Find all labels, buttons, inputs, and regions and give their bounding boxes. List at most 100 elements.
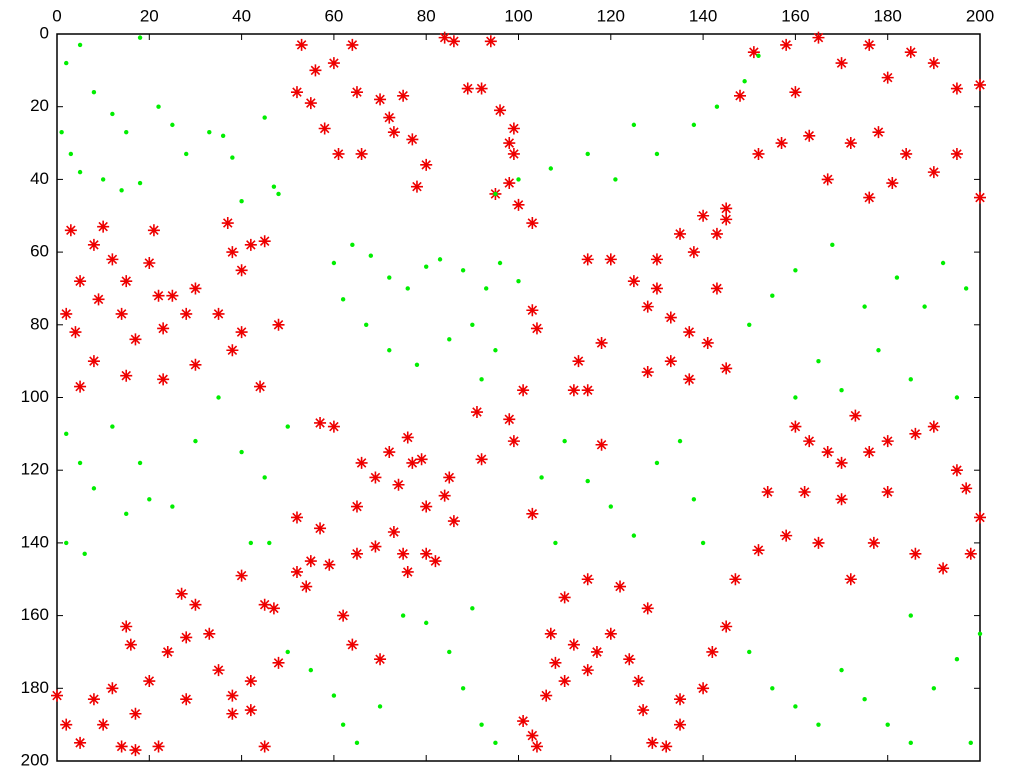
asterisk-point [212,307,225,320]
x-tick-label: 120 [597,6,625,25]
asterisk-point [734,89,747,102]
dot-point [354,740,360,746]
asterisk-point [821,173,834,186]
dot-point [516,278,521,284]
asterisk-point [697,682,710,695]
dot-point [654,460,660,466]
asterisk-point [443,471,456,484]
asterisk-point [87,355,100,368]
asterisk-point [189,358,202,371]
asterisk-point [849,409,862,422]
asterisk-point [558,675,571,688]
asterisk-point [115,307,128,320]
x-tick-label: 60 [324,6,343,25]
asterisk-point [350,86,363,99]
y-tick-label: 100 [21,387,49,406]
asterisk-point [674,693,687,706]
asterisk-point [567,638,580,651]
dot-point [483,286,489,291]
dot-point [424,620,429,626]
asterisk-point [881,71,894,84]
dot-point [137,35,143,40]
asterisk-point [844,137,857,150]
x-tick-label: 140 [689,6,717,25]
asterisk-point [60,307,73,320]
asterisk-point [507,147,520,160]
dot-point [894,275,900,280]
asterisk-point [512,198,525,211]
asterisk-point [406,133,419,146]
asterisk-point [383,446,396,459]
x-tick-label: 160 [781,6,809,25]
asterisk-point [304,555,317,568]
asterisk-point [369,540,382,553]
dot-point [387,275,392,280]
dot-point [470,606,475,611]
dot-point [747,649,752,655]
dot-point [77,169,83,175]
asterisk-point [387,525,400,538]
asterisk-point [420,547,433,560]
dot-point [64,60,69,66]
asterisk-point [420,500,433,513]
dot-point [64,540,69,546]
dot-point [977,631,983,636]
dot-point [377,704,383,709]
asterisk-point [97,718,110,731]
asterisk-point [355,456,368,469]
dot-point [91,89,97,95]
dot-point [493,348,498,353]
asterisk-point [309,64,322,77]
x-tick-label: 0 [52,6,61,25]
y-tick-label: 160 [21,605,49,624]
asterisk-point [369,471,382,484]
asterisk-point [304,97,317,110]
asterisk-point [863,38,876,51]
asterisk-point [152,289,165,302]
asterisk-point [475,453,488,466]
dot-point [885,722,890,727]
dot-point [220,133,226,138]
dot-point [714,104,720,109]
asterisk-point [526,729,539,742]
dot-point [908,740,913,746]
asterisk-point [212,664,225,677]
asterisk-point [595,438,608,451]
dot-point [497,260,503,266]
dot-point [82,551,87,557]
y-tick-label: 120 [21,460,49,479]
dot-point [331,260,337,266]
asterisk-point [180,693,193,706]
asterisk-point [143,675,156,688]
dot-point [77,460,83,466]
dot-point [100,177,106,182]
asterisk-point [974,191,986,204]
y-tick-label: 0 [40,23,49,42]
dot-point [400,613,406,618]
asterisk-point [350,500,363,513]
asterisk-point [604,253,617,266]
asterisk-point [461,82,474,95]
asterisk-point [881,486,894,499]
dot-point [137,460,143,466]
asterisk-point [258,740,271,753]
dot-point [110,424,115,429]
dot-point [424,264,429,269]
asterisk-point [221,217,234,230]
asterisk-point [752,147,765,160]
y-tick-label: 60 [30,242,49,261]
asterisk-point [143,257,156,270]
dot-point [248,540,254,546]
asterisk-point [401,565,414,578]
asterisk-point [327,57,340,70]
dot-point [262,115,267,120]
asterisk-point [641,602,654,615]
asterisk-point [129,707,142,720]
dot-point [816,722,821,727]
asterisk-point [780,38,793,51]
asterisk-point [447,35,460,48]
asterisk-point [87,693,100,706]
y-tick-label: 180 [21,678,49,697]
dot-point [59,129,64,135]
dot-point [548,166,554,171]
